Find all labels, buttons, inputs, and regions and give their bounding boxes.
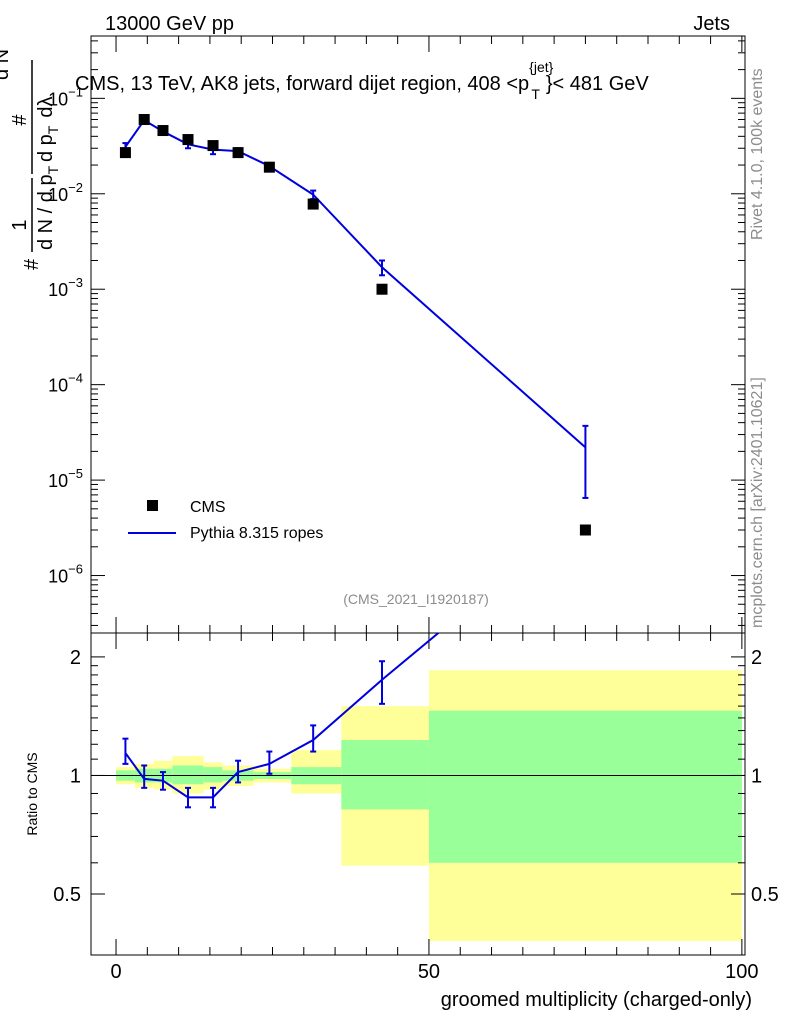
mcplots-label: mcplots.cern.ch [arXiv:2401.10621] xyxy=(749,377,766,628)
y-title-d2N: d N xyxy=(0,49,13,80)
cms-point-8 xyxy=(376,283,388,295)
band-inner-9 xyxy=(428,710,742,863)
plot-title: CMS, 13 TeV, AK8 jets, forward dijet reg… xyxy=(75,59,649,102)
cms-point-1 xyxy=(138,114,150,126)
main-ytick-label-2: 10−3 xyxy=(48,275,83,300)
main-ytick-label-1: 10−2 xyxy=(48,180,83,205)
y-title-hash: # xyxy=(21,258,43,270)
band-inner-3 xyxy=(172,765,204,785)
pythia-line xyxy=(124,118,587,449)
axes-ticks: 10−1 10−2 10−3 10−4 10−5 10−6 0 50 100 2 2 1 1 0.5 0.5 xyxy=(48,36,779,983)
y-title-num2: # xyxy=(9,114,31,126)
cms-point-9 xyxy=(579,524,591,536)
x-tick-label-2: 100 xyxy=(725,961,758,983)
main-ytick-label-5: 10−6 xyxy=(48,562,83,587)
ratio-uncertainty-bands xyxy=(91,670,745,941)
ratio-ytick-label-left-0: 2 xyxy=(70,647,81,669)
y-title-den1: d N / d pT xyxy=(35,165,61,250)
ratio-y-title: Ratio to CMS xyxy=(24,752,40,835)
ratio-ytick-label-right-2: 0.5 xyxy=(751,884,779,906)
main-series xyxy=(119,114,591,536)
band-inner-4 xyxy=(203,767,223,783)
header-right: Jets xyxy=(693,13,730,35)
ratio-ytick-label-left-1: 1 xyxy=(70,765,81,787)
cms-point-4 xyxy=(207,140,219,152)
ratio-ytick-label-left-2: 0.5 xyxy=(53,884,81,906)
ratio-plot-frame xyxy=(90,632,746,956)
ratio-pythia-line xyxy=(124,632,439,799)
cms-point-7 xyxy=(307,198,319,210)
y-title-one: 1 xyxy=(9,219,31,230)
x-axis-title: groomed multiplicity (charged-only) xyxy=(441,989,752,1011)
header-left: 13000 GeV pp xyxy=(105,13,234,35)
ratio-series xyxy=(122,632,439,809)
y-title-den2: d pTdλ xyxy=(35,97,61,163)
cms-point-2 xyxy=(157,125,169,137)
ratio-ytick-label-right-1: 1 xyxy=(751,765,762,787)
y-axis-title: # 1 d N / d pT # d pTdλ d N 2 xyxy=(0,49,61,270)
main-ytick-label-3: 10−4 xyxy=(48,371,83,396)
legend-pythia-label: Pythia 8.315 ropes xyxy=(190,525,323,542)
legend-cms-label: CMS xyxy=(190,499,226,516)
band-inner-8 xyxy=(341,740,429,810)
plot-title-suffix: }< 481 GeV xyxy=(546,73,650,95)
cms-point-6 xyxy=(263,161,275,173)
main-plot-frame xyxy=(90,35,746,634)
plot-title-prefix: CMS, 13 TeV, AK8 jets, forward dijet reg… xyxy=(75,73,529,95)
legend-cms-marker xyxy=(147,500,158,511)
analysis-watermark: (CMS_2021_I1920187) xyxy=(343,591,489,607)
cms-point-3 xyxy=(182,134,194,146)
plot-title-sub: T xyxy=(531,86,540,102)
main-ytick-label-4: 10−5 xyxy=(48,466,83,491)
cms-point-0 xyxy=(119,147,131,159)
rivet-label: Rivet 4.1.0, 100k events xyxy=(749,68,766,240)
x-tick-label-1: 50 xyxy=(418,961,440,983)
cms-point-5 xyxy=(232,147,244,159)
ratio-ytick-label-right-0: 2 xyxy=(751,647,762,669)
plot-title-sup: {jet} xyxy=(529,59,553,75)
main-ytick-label-0: 10−1 xyxy=(48,84,83,109)
x-tick-label-0: 0 xyxy=(110,961,121,983)
